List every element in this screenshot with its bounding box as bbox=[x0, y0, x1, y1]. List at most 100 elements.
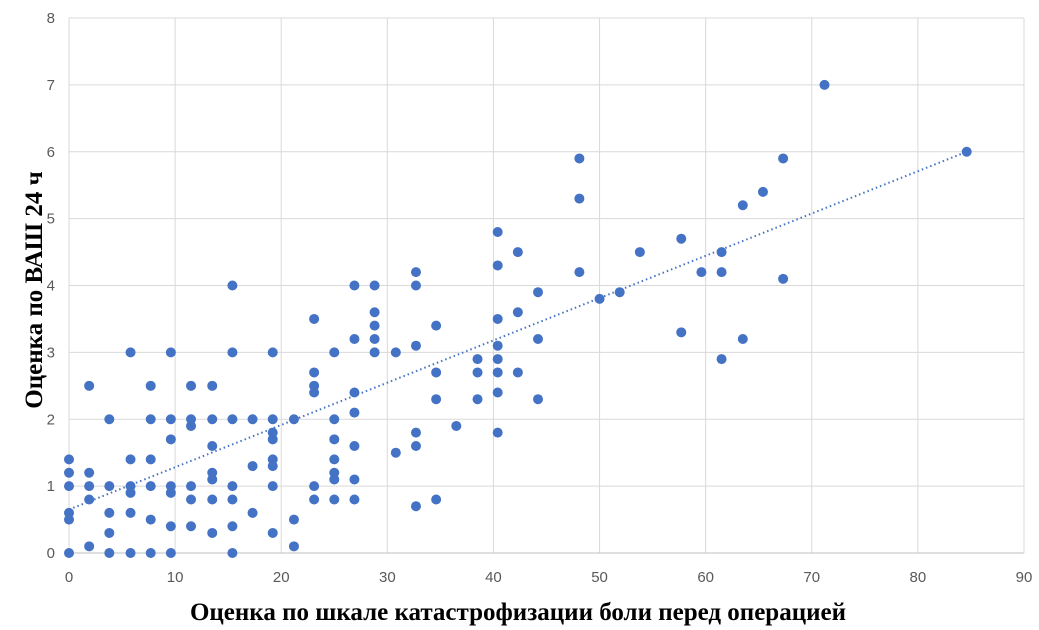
x-tick-label: 70 bbox=[803, 569, 820, 586]
data-point bbox=[227, 495, 237, 505]
data-point bbox=[431, 495, 441, 505]
trendline-group bbox=[69, 152, 967, 510]
data-point bbox=[778, 274, 788, 284]
data-point bbox=[533, 334, 543, 344]
data-point bbox=[473, 367, 483, 377]
data-point bbox=[411, 281, 421, 291]
data-point bbox=[166, 434, 176, 444]
data-point bbox=[207, 414, 217, 424]
data-point bbox=[309, 495, 319, 505]
data-point bbox=[738, 334, 748, 344]
data-point bbox=[64, 481, 74, 491]
data-point bbox=[778, 153, 788, 163]
y-tick-label: 0 bbox=[47, 545, 55, 562]
data-point bbox=[676, 327, 686, 337]
data-point bbox=[146, 515, 156, 525]
data-point bbox=[411, 341, 421, 351]
data-point bbox=[574, 267, 584, 277]
x-tick-labels: 0 10 20 30 40 50 60 70 80 90 bbox=[65, 569, 1033, 586]
data-point bbox=[64, 468, 74, 478]
data-point bbox=[84, 468, 94, 478]
data-point bbox=[84, 495, 94, 505]
data-point bbox=[248, 414, 258, 424]
data-point bbox=[104, 508, 114, 518]
data-point bbox=[370, 347, 380, 357]
data-point bbox=[370, 307, 380, 317]
x-axis-title: Оценка по шкале катастрофизации боли пер… bbox=[190, 599, 846, 626]
data-point bbox=[370, 281, 380, 291]
data-point bbox=[473, 394, 483, 404]
data-point bbox=[391, 448, 401, 458]
data-point bbox=[431, 367, 441, 377]
data-point bbox=[126, 481, 136, 491]
data-point bbox=[391, 347, 401, 357]
data-point bbox=[126, 548, 136, 558]
data-point bbox=[513, 247, 523, 257]
data-point bbox=[349, 474, 359, 484]
data-point bbox=[696, 267, 706, 277]
data-point bbox=[146, 548, 156, 558]
data-point bbox=[227, 414, 237, 424]
data-point bbox=[349, 441, 359, 451]
data-point bbox=[268, 454, 278, 464]
data-point bbox=[64, 454, 74, 464]
data-point bbox=[493, 260, 503, 270]
data-point bbox=[104, 481, 114, 491]
data-point bbox=[126, 454, 136, 464]
y-axis-title: Оценка по ВАШ 24 ч bbox=[21, 171, 48, 409]
data-point bbox=[227, 281, 237, 291]
data-point bbox=[329, 347, 339, 357]
data-point bbox=[349, 334, 359, 344]
data-point bbox=[615, 287, 625, 297]
data-point bbox=[104, 548, 114, 558]
data-point bbox=[207, 441, 217, 451]
data-point bbox=[329, 468, 339, 478]
data-point bbox=[146, 381, 156, 391]
data-point bbox=[289, 515, 299, 525]
data-point bbox=[473, 354, 483, 364]
data-point bbox=[758, 187, 768, 197]
y-tick-label: 8 bbox=[47, 10, 55, 27]
data-point bbox=[493, 354, 503, 364]
data-point bbox=[411, 441, 421, 451]
data-point bbox=[166, 521, 176, 531]
data-point bbox=[166, 548, 176, 558]
data-point bbox=[104, 528, 114, 538]
data-point bbox=[411, 267, 421, 277]
data-point bbox=[186, 381, 196, 391]
data-point bbox=[493, 341, 503, 351]
x-tick-label: 0 bbox=[65, 569, 73, 586]
data-point bbox=[104, 414, 114, 424]
data-point bbox=[186, 481, 196, 491]
data-point bbox=[289, 414, 299, 424]
data-point bbox=[268, 481, 278, 491]
x-tick-label: 80 bbox=[910, 569, 927, 586]
x-tick-label: 20 bbox=[273, 569, 290, 586]
data-point bbox=[146, 454, 156, 464]
data-point bbox=[493, 314, 503, 324]
data-point bbox=[64, 548, 74, 558]
data-point bbox=[370, 334, 380, 344]
trendline bbox=[69, 152, 967, 510]
data-point bbox=[126, 347, 136, 357]
data-point bbox=[329, 454, 339, 464]
x-tick-label: 10 bbox=[167, 569, 184, 586]
data-point bbox=[309, 381, 319, 391]
data-point bbox=[126, 508, 136, 518]
data-point bbox=[227, 347, 237, 357]
data-point bbox=[533, 287, 543, 297]
data-point bbox=[268, 428, 278, 438]
data-point bbox=[84, 541, 94, 551]
data-point bbox=[146, 414, 156, 424]
data-point bbox=[166, 347, 176, 357]
data-point bbox=[738, 200, 748, 210]
data-point bbox=[227, 521, 237, 531]
data-point bbox=[329, 495, 339, 505]
data-point bbox=[166, 414, 176, 424]
data-point bbox=[248, 508, 258, 518]
data-point bbox=[207, 495, 217, 505]
x-tick-label: 90 bbox=[1016, 569, 1033, 586]
data-point bbox=[411, 428, 421, 438]
data-point bbox=[186, 414, 196, 424]
